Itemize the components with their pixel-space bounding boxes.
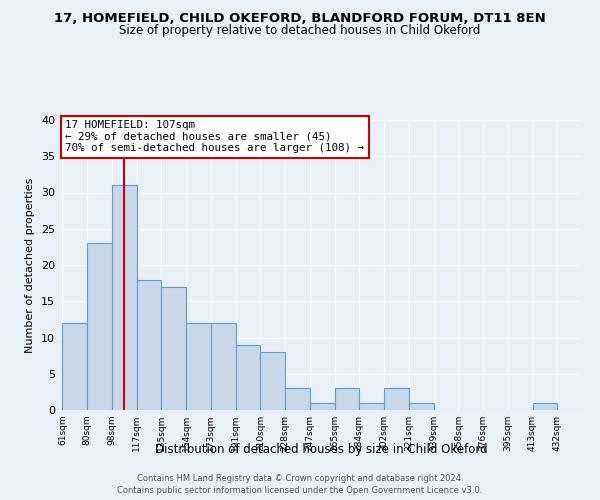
Bar <box>533 403 557 410</box>
Bar <box>310 403 335 410</box>
Bar <box>285 388 310 410</box>
Bar <box>186 323 211 410</box>
Bar <box>260 352 285 410</box>
Bar <box>161 287 186 410</box>
Bar <box>112 185 137 410</box>
Bar <box>87 244 112 410</box>
Bar <box>236 345 260 410</box>
Bar <box>137 280 161 410</box>
Text: Size of property relative to detached houses in Child Okeford: Size of property relative to detached ho… <box>119 24 481 37</box>
Bar <box>211 323 236 410</box>
Text: 17 HOMEFIELD: 107sqm
← 29% of detached houses are smaller (45)
70% of semi-detac: 17 HOMEFIELD: 107sqm ← 29% of detached h… <box>65 120 364 153</box>
Y-axis label: Number of detached properties: Number of detached properties <box>25 178 35 352</box>
Text: Distribution of detached houses by size in Child Okeford: Distribution of detached houses by size … <box>155 442 487 456</box>
Text: Contains public sector information licensed under the Open Government Licence v3: Contains public sector information licen… <box>118 486 482 495</box>
Text: Contains HM Land Registry data © Crown copyright and database right 2024.: Contains HM Land Registry data © Crown c… <box>137 474 463 483</box>
Bar <box>335 388 359 410</box>
Bar <box>62 323 87 410</box>
Bar <box>409 403 434 410</box>
Bar <box>384 388 409 410</box>
Bar <box>359 403 384 410</box>
Text: 17, HOMEFIELD, CHILD OKEFORD, BLANDFORD FORUM, DT11 8EN: 17, HOMEFIELD, CHILD OKEFORD, BLANDFORD … <box>54 12 546 26</box>
